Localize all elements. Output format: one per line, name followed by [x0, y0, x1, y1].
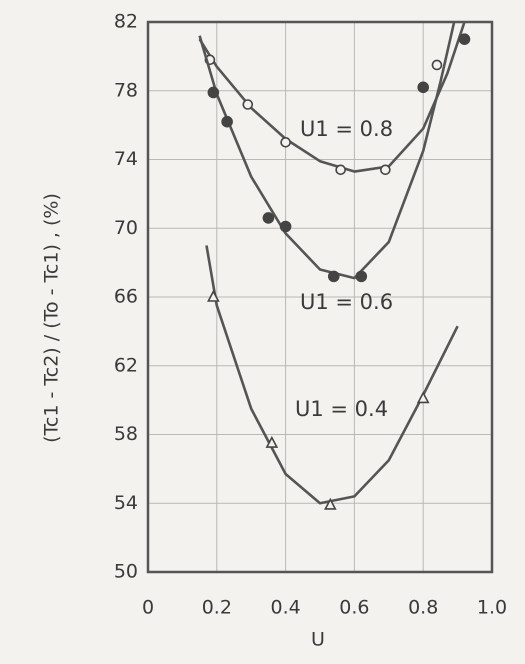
data-point	[262, 212, 275, 224]
data-point	[279, 220, 292, 233]
curve-label: U1 = 0.8	[300, 117, 393, 141]
data-point	[280, 137, 291, 148]
y-tick-label: 50	[114, 561, 138, 583]
data-point	[265, 435, 279, 448]
x-axis-label: U	[311, 629, 325, 651]
data-point	[458, 33, 471, 45]
x-tick-label: 1.0	[477, 597, 507, 619]
x-tick-label: 0.8	[408, 597, 438, 619]
data-point	[355, 270, 368, 283]
data-point	[207, 289, 220, 302]
y-tick-label: 74	[114, 148, 138, 170]
data-point	[323, 497, 337, 510]
data-point	[242, 99, 254, 110]
x-tick-label: 0.4	[270, 597, 300, 619]
y-tick-label: 62	[114, 354, 138, 376]
y-tick-label: 78	[114, 79, 138, 101]
x-tick-label: 0	[142, 597, 154, 619]
y-tick-label: 70	[114, 217, 138, 239]
fit-curve	[198, 21, 456, 280]
y-tick-label: 54	[114, 492, 138, 514]
y-tick-label: 66	[114, 286, 138, 308]
plot-frame	[146, 20, 494, 574]
y-axis-label: (Tc1 - Tc2) / (To - Tc1) , (%)	[41, 193, 63, 443]
data-point	[335, 164, 346, 176]
x-tick-label: 0.2	[202, 597, 232, 619]
curve-label: U1 = 0.4	[295, 397, 388, 421]
fit-curve	[205, 245, 459, 505]
data-point	[431, 59, 443, 71]
data-point	[221, 115, 233, 128]
data-point	[416, 391, 430, 404]
data-point	[207, 86, 220, 99]
x-tick-label: 0.6	[339, 597, 369, 619]
data-point	[380, 164, 391, 176]
y-tick-label: 82	[114, 11, 138, 33]
curve-label: U1 = 0.6	[300, 290, 393, 314]
data-point	[327, 270, 340, 283]
data-point	[417, 81, 430, 94]
y-tick-label: 58	[114, 423, 138, 445]
